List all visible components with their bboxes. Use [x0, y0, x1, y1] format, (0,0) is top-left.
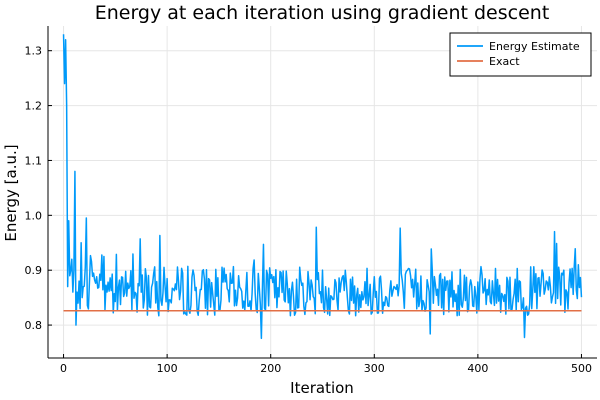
grid: [48, 26, 597, 358]
plot-area: [62, 34, 583, 340]
x-tick-label: 500: [571, 362, 592, 375]
y-tick-label: 1.3: [25, 45, 43, 58]
y-tick-label: 0.9: [25, 264, 43, 277]
x-tick-label: 100: [157, 362, 178, 375]
y-axis-label: Energy [a.u.]: [2, 144, 20, 241]
legend: Energy Estimate Exact: [449, 32, 592, 77]
legend-label-energy-estimate: Energy Estimate: [489, 40, 580, 53]
series-energy-estimate: [62, 34, 583, 340]
x-tick-label: 200: [260, 362, 281, 375]
legend-box: [449, 32, 592, 77]
x-tick-label: 400: [467, 362, 488, 375]
chart-title: Energy at each iteration using gradient …: [95, 2, 550, 24]
y-tick-label: 1.2: [25, 100, 43, 113]
axes: [47, 26, 597, 359]
y-tick-label: 0.8: [25, 319, 43, 332]
y-tick-label: 1.0: [25, 209, 43, 222]
ticks: 0 100 200 300 400 500 0.8 0.9 1.0 1.1 1.2 1.3: [25, 45, 592, 375]
x-tick-label: 0: [60, 362, 67, 375]
y-tick-label: 1.1: [25, 154, 43, 167]
x-axis-label: Iteration: [290, 379, 354, 397]
legend-label-exact: Exact: [489, 55, 520, 68]
x-tick-label: 300: [364, 362, 385, 375]
